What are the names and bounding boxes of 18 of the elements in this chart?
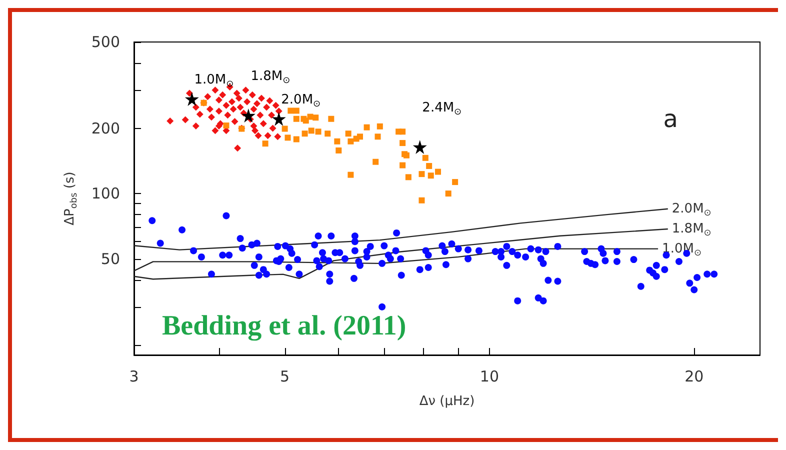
x-tick-label: 20 [684,368,704,386]
y-tick-label: 500 [91,33,120,51]
series-label: 2.0M⊙ [672,201,712,218]
y-tick-label: 200 [91,119,120,138]
annotation: 2.0M⊙ [281,92,321,110]
x-tick-label: 5 [280,368,290,386]
y-axis-title: ΔPobs (s) [62,172,80,226]
x-axis-title: Δν (μHz) [419,394,475,409]
annotation: a [663,105,678,133]
x-tick-label: 3 [129,368,139,386]
y-tick-label: 100 [91,184,120,203]
series-label: 1.0M⊙ [662,241,702,258]
y-tick-label: 50 [100,250,120,268]
annotation: 1.8M⊙ [250,69,290,86]
annotation: 2.4M⊙ [422,100,462,118]
x-tick-label: 10 [480,368,500,386]
series-label: 1.8M⊙ [672,222,712,239]
annotation: Bedding et al. (2011) [162,310,406,342]
